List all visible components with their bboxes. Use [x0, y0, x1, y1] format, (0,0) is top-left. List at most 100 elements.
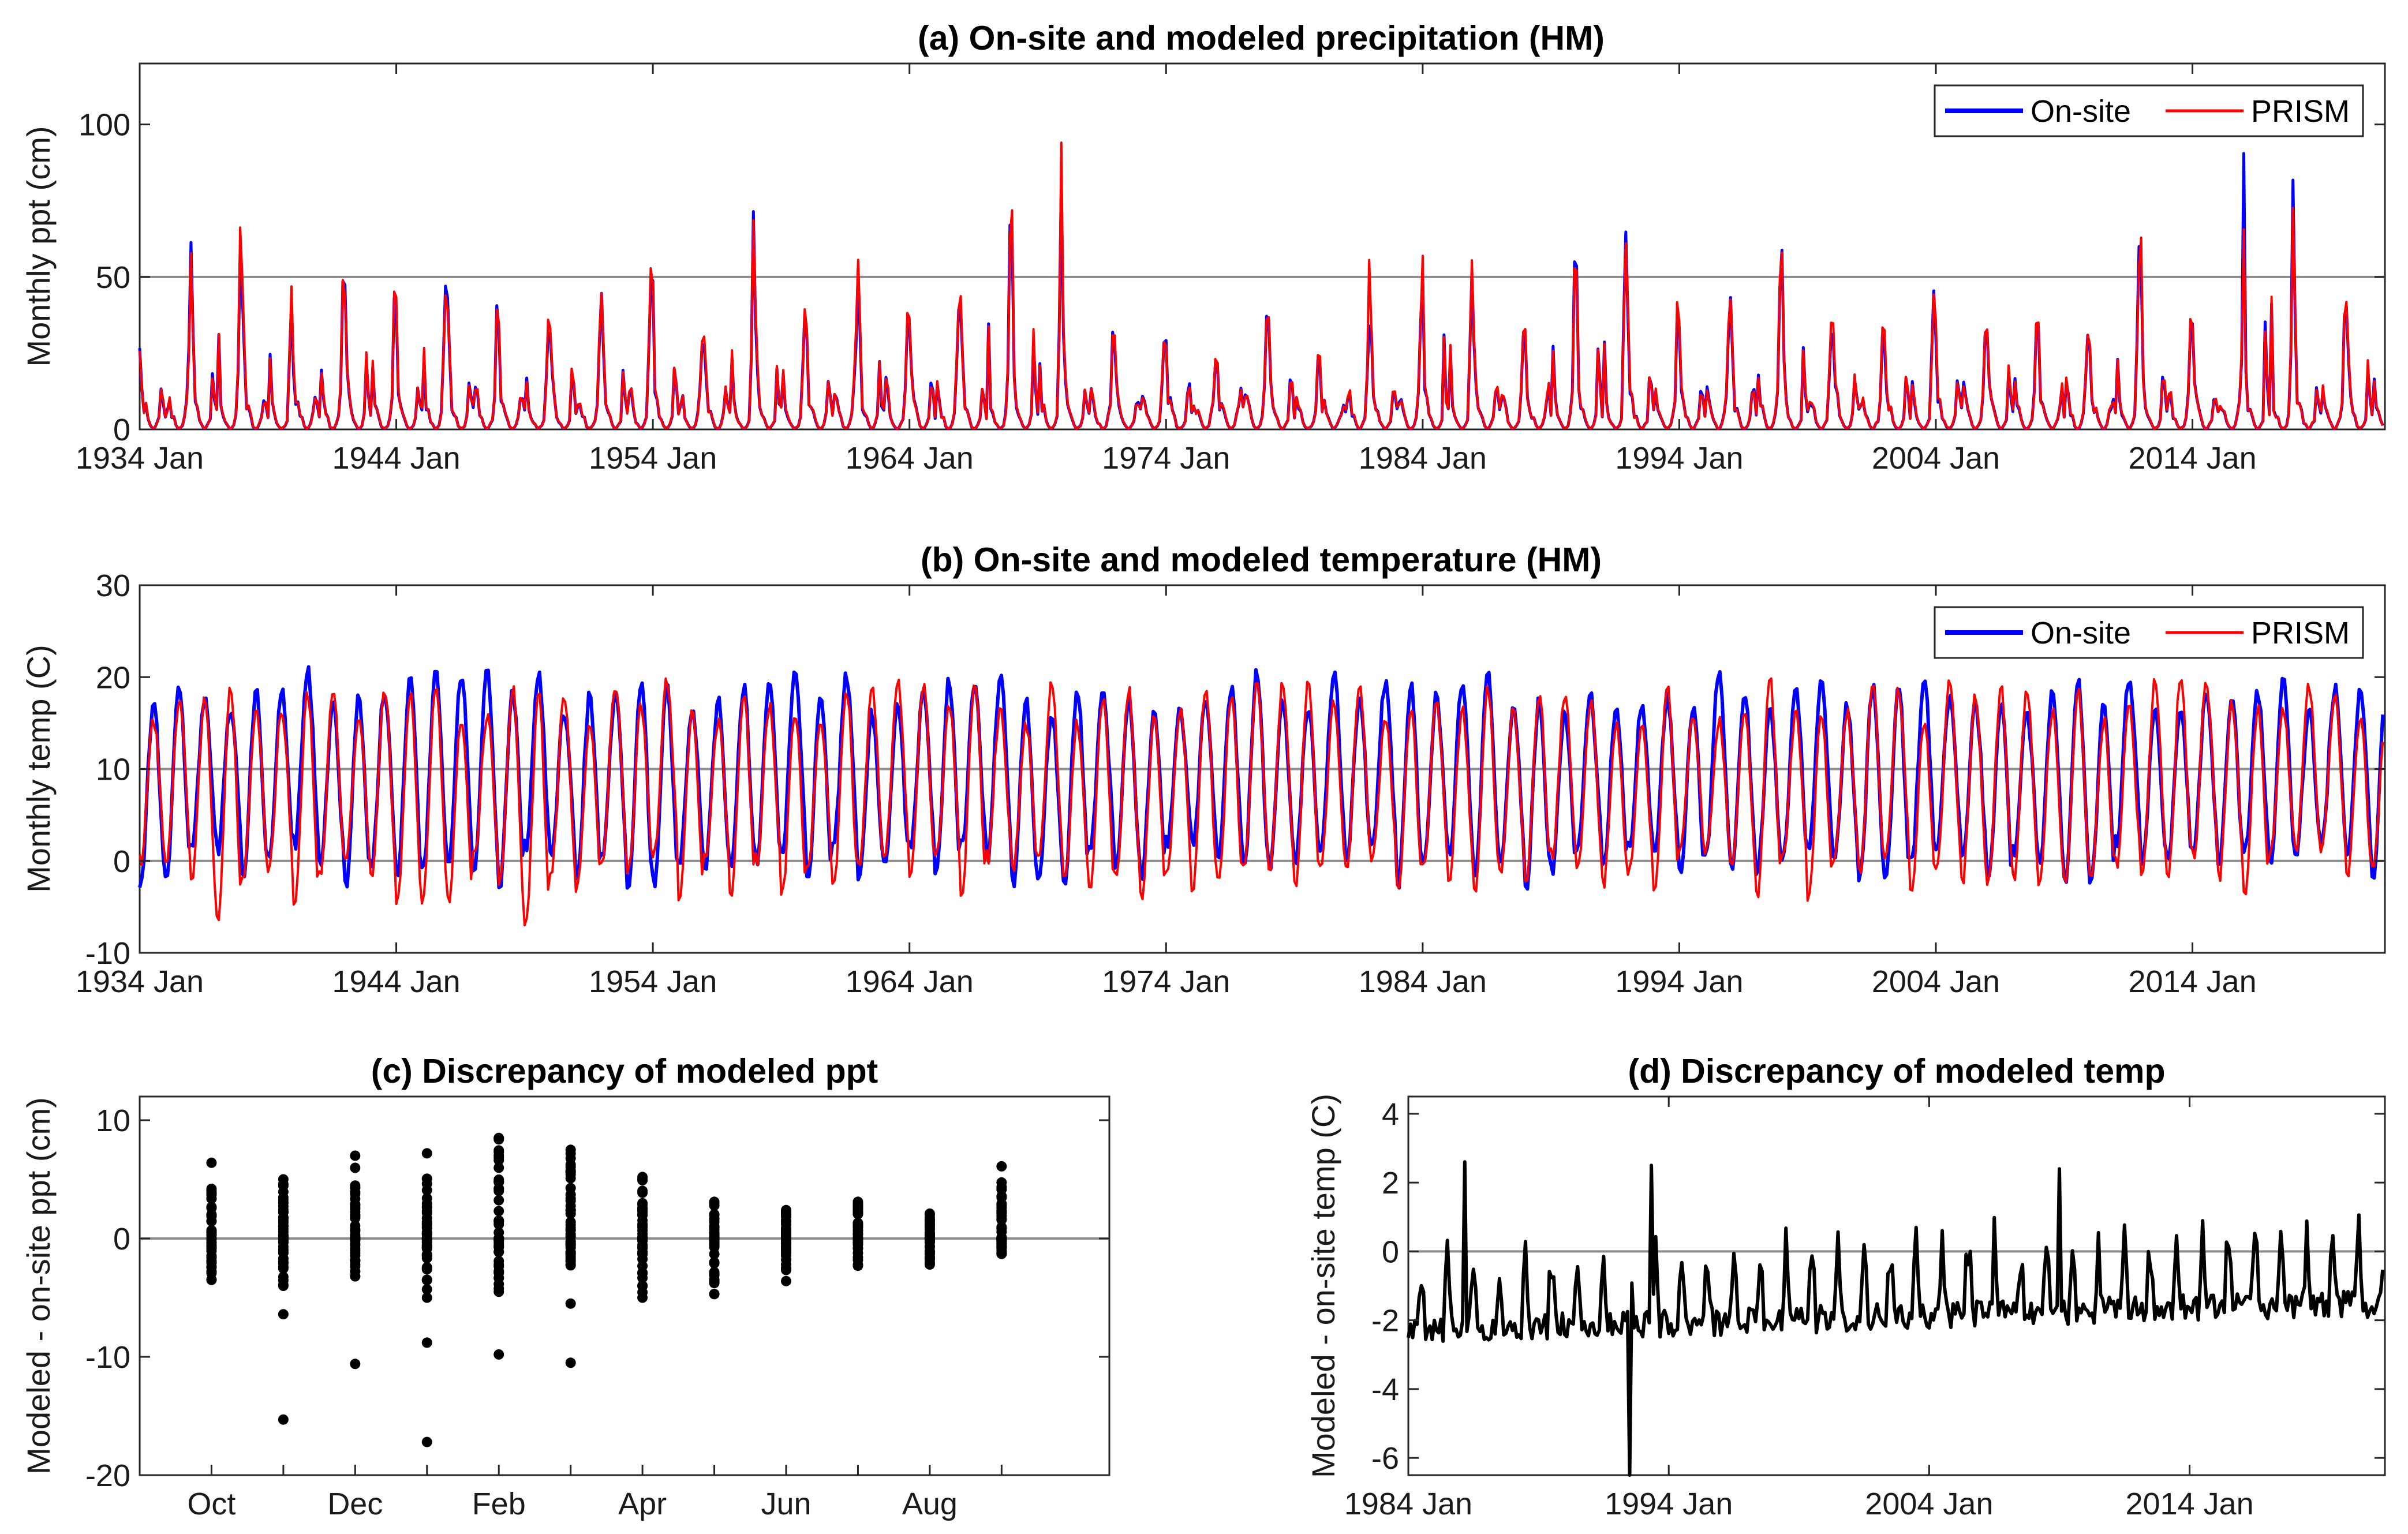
scatter-point: [350, 1240, 361, 1251]
x-tick-label: 1964 Jan: [846, 964, 974, 999]
x-tick-label: Feb: [472, 1487, 526, 1521]
y-tick-label: 100: [78, 108, 130, 143]
y-tick-label: -10: [85, 1340, 130, 1375]
panel-d-x-axis: 1984 Jan 1994 Jan 2004 Jan 2014 Jan: [1344, 1097, 2254, 1521]
y-tick-label: -2: [1371, 1304, 1399, 1338]
panel-a-y-axis: 0 50 100: [78, 108, 2385, 447]
y-tick-label: -20: [85, 1458, 130, 1493]
x-tick-label: 1994 Jan: [1615, 441, 1743, 476]
x-tick-label: 1944 Jan: [332, 441, 460, 476]
panel-b-series: [138, 665, 2385, 927]
scatter-point: [493, 1236, 504, 1247]
scatter-point: [493, 1155, 504, 1166]
scatter-point: [709, 1289, 720, 1300]
scatter-point: [278, 1309, 289, 1320]
scatter-point: [206, 1225, 217, 1236]
prism-series-line: [139, 141, 2384, 430]
panel-a-y-axis-label: Monthly ppt (cm): [20, 126, 57, 367]
x-tick-label: 1944 Jan: [332, 964, 460, 999]
panel-b-y-axis: -10 0 10 20 30: [85, 568, 2385, 971]
scatter-point: [421, 1284, 432, 1295]
scatter-point: [924, 1237, 935, 1248]
scatter-point: [781, 1204, 791, 1215]
scatter-point: [565, 1357, 576, 1368]
panel-d-y-axis-label: Modeled - on-site temp (C): [1305, 1094, 1341, 1478]
scatter-point: [637, 1172, 648, 1183]
scatter-point: [206, 1183, 217, 1194]
y-tick-label: 0: [1382, 1234, 1399, 1269]
panel-b-x-axis: 1934 Jan 1944 Jan 1954 Jan 1964 Jan 1974 Jan…: [76, 585, 2257, 999]
scatter-point: [852, 1206, 863, 1217]
scatter-point: [278, 1271, 289, 1282]
y-tick-label: 0: [113, 413, 130, 447]
x-tick-label: 1994 Jan: [1605, 1487, 1733, 1521]
legend-prism-label: PRISM: [2251, 616, 2350, 650]
y-tick-label: 10: [96, 753, 130, 787]
x-tick-label: Aug: [902, 1487, 958, 1521]
scatter-point: [493, 1147, 504, 1158]
scatter-point: [206, 1274, 217, 1285]
scatter-point: [709, 1196, 720, 1207]
scatter-point: [709, 1258, 720, 1269]
scatter-point: [350, 1256, 361, 1266]
x-tick-label: 1984 Jan: [1344, 1487, 1472, 1521]
scatter-point: [493, 1176, 504, 1187]
scatter-point: [709, 1210, 720, 1221]
panel-b-legend: On-site PRISM: [1934, 606, 2364, 659]
scatter-point: [206, 1193, 217, 1204]
scatter-point: [996, 1198, 1007, 1209]
scatter-point: [350, 1150, 361, 1161]
scatter-point: [924, 1259, 935, 1270]
scatter-point: [852, 1260, 863, 1271]
scatter-point: [565, 1200, 576, 1211]
scatter-point: [637, 1254, 648, 1264]
scatter-point: [206, 1202, 217, 1213]
scatter-point: [709, 1277, 720, 1288]
scatter-point: [206, 1266, 217, 1277]
scatter-point: [924, 1208, 935, 1219]
scatter-point: [493, 1132, 504, 1143]
scatter-point: [421, 1337, 432, 1348]
x-tick-label: Oct: [187, 1487, 235, 1521]
panel-d-temp-discrepancy-chart: -6 -4 -2 0 2 4 1984 Jan 1994 Jan 2004 Jan 2014 J…: [1305, 1052, 2386, 1521]
scatter-point: [781, 1224, 791, 1234]
scatter-point: [565, 1259, 576, 1270]
panel-d-plot-area: [1407, 1095, 2386, 1476]
scatter-point: [493, 1286, 504, 1297]
panel-c-y-axis: -20 -10 0 10: [85, 1103, 1109, 1493]
panel-c-plot-area: [139, 1095, 1110, 1476]
x-tick-label: 1984 Jan: [1359, 441, 1487, 476]
panel-c-ppt-discrepancy-chart: -20 -10 0 10 Oct Dec Feb Apr Jun Aug (c) Discrep…: [20, 1052, 1110, 1521]
scatter-point: [350, 1359, 361, 1370]
x-tick-label: Jun: [761, 1487, 811, 1521]
scatter-point: [421, 1263, 432, 1274]
scatter-point: [565, 1166, 576, 1177]
scatter-point: [493, 1162, 504, 1173]
scatter-point: [493, 1349, 504, 1360]
panel-d-y-axis: -6 -4 -2 0 2 4: [1371, 1097, 2385, 1476]
x-tick-label: Dec: [327, 1487, 383, 1521]
x-tick-label: 1974 Jan: [1102, 441, 1230, 476]
scatter-point: [709, 1222, 720, 1233]
x-tick-label: 1934 Jan: [76, 441, 204, 476]
scatter-point: [206, 1211, 217, 1222]
x-tick-label: 1974 Jan: [1102, 964, 1230, 999]
x-tick-label: 2014 Jan: [2128, 964, 2256, 999]
x-tick-label: 2004 Jan: [1872, 964, 2000, 999]
scatter-point: [206, 1245, 217, 1256]
scatter-point: [924, 1223, 935, 1234]
scatter-point: [565, 1193, 576, 1204]
scatter-point: [350, 1162, 361, 1173]
panel-b-y-axis-label: Monthly temp (C): [20, 645, 57, 892]
y-tick-label: 0: [113, 844, 130, 879]
scatter-point: [206, 1157, 217, 1168]
scatter-point: [565, 1298, 576, 1309]
x-tick-label: Apr: [618, 1487, 667, 1521]
scatter-point: [421, 1219, 432, 1229]
scatter-point: [852, 1218, 863, 1228]
scatter-point: [493, 1206, 504, 1217]
panel-c-scatter-points: [206, 1132, 1007, 1447]
y-tick-label: -4: [1371, 1372, 1399, 1407]
